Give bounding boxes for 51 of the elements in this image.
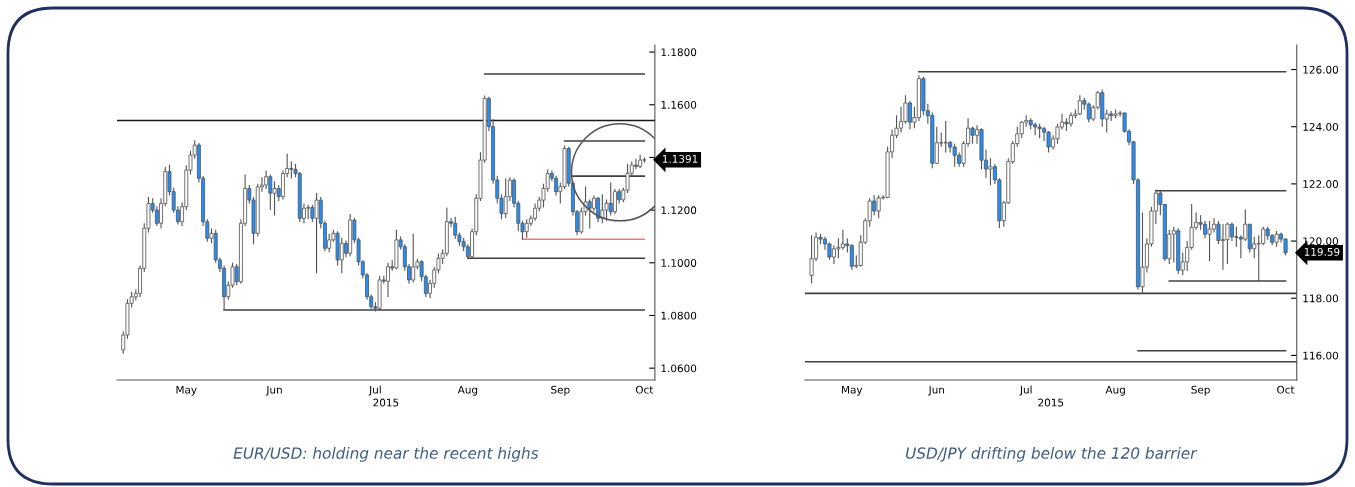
candlestick xyxy=(154,205,159,227)
y-tick-label: 1.1800 xyxy=(661,48,697,57)
text: EUR/USD: holding near the recent highs xyxy=(233,447,539,462)
x-tick-label: Aug xyxy=(457,385,478,396)
candlestick xyxy=(608,181,613,216)
x-tick-label: Oct xyxy=(635,385,654,394)
y-tick-label: 1.1000 xyxy=(661,259,697,267)
x-tick-label: May xyxy=(176,385,197,396)
candlestick xyxy=(386,262,390,298)
y-tick-label: 1.0600 xyxy=(661,364,697,373)
candlestick xyxy=(952,143,957,168)
y-tick-label: 118.00 xyxy=(1303,294,1339,303)
candlestick xyxy=(503,177,508,219)
x-tick-label: Jul xyxy=(1019,385,1032,396)
candlestick xyxy=(272,180,277,216)
candlestick xyxy=(554,175,559,197)
y-tick-label: 124.00 xyxy=(1303,122,1339,131)
candlestick xyxy=(1207,220,1212,262)
candlestick xyxy=(613,188,617,215)
candlestick xyxy=(268,173,273,211)
candlestick xyxy=(876,194,881,219)
candlestick xyxy=(264,170,269,190)
x-tick-label: Jun xyxy=(928,385,945,396)
candlestick xyxy=(943,120,948,153)
x-tick-label: Oct xyxy=(1277,385,1295,394)
candlestick xyxy=(809,234,814,284)
y-tick-label: 126.00 xyxy=(1303,65,1339,74)
candlestick xyxy=(314,192,319,274)
text: USD/JPY drifting below the 120 barrier xyxy=(906,447,1198,462)
x-axis-title: 2015 xyxy=(1038,398,1064,407)
text: 119.59 xyxy=(1304,247,1340,256)
y-tick-label: 1.0800 xyxy=(661,311,697,320)
x-tick-label: Aug xyxy=(1105,385,1125,396)
candlestick xyxy=(453,216,458,240)
x-tick-label: Jul xyxy=(368,385,381,396)
x-tick-label: Jun xyxy=(265,385,282,396)
x-tick-label: Sep xyxy=(551,385,570,396)
y-tick-label: 1.1200 xyxy=(661,206,697,215)
x-tick-label: Sep xyxy=(1191,385,1210,396)
candlestick xyxy=(898,106,904,133)
y-tick-label: 1.1600 xyxy=(661,100,697,109)
y-tick-label: 116.00 xyxy=(1303,351,1339,360)
x-tick-label: May xyxy=(842,385,863,396)
candlestick xyxy=(339,237,344,274)
candlestick xyxy=(1046,130,1051,153)
x-axis-title: 2015 xyxy=(373,398,399,407)
candlestick xyxy=(524,218,529,239)
candlestick xyxy=(988,157,993,186)
candlestick xyxy=(634,158,638,170)
text: 1.1391 xyxy=(662,154,698,163)
y-tick-label: 122.00 xyxy=(1303,180,1339,188)
